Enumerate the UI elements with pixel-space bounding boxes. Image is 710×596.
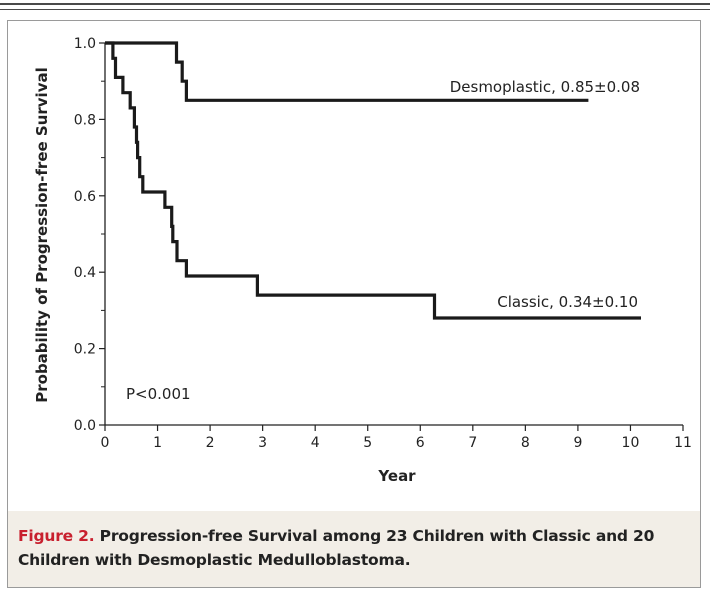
chart-axes — [99, 42, 684, 431]
y-tick-label: 0.0 — [74, 418, 96, 434]
x-tick-label: 5 — [363, 435, 372, 451]
series-label-desmoplastic: Desmoplastic, 0.85±0.08 — [450, 78, 640, 96]
x-tick-label: 8 — [521, 435, 530, 451]
x-tick-label: 1 — [153, 435, 162, 451]
top-rule-thick — [0, 3, 710, 5]
x-tick-label: 6 — [416, 435, 425, 451]
caption-box — [7, 511, 701, 588]
caption-figure-label: Figure 2. — [18, 527, 95, 545]
y-tick-label: 1.0 — [74, 36, 96, 52]
series-line-classic — [105, 41, 641, 320]
series-label-classic: Classic, 0.34±0.10 — [497, 293, 638, 311]
y-tick-label: 0.2 — [74, 342, 96, 358]
series-line-desmoplastic — [105, 41, 589, 102]
y-tick-label: 0.8 — [74, 112, 96, 128]
x-tick-label: 10 — [622, 435, 640, 451]
p-value-annotation: P<0.001 — [126, 385, 191, 403]
x-tick-label: 7 — [468, 435, 477, 451]
chart-series — [105, 41, 641, 320]
chart-labels: 0 1 2 3 4 5 6 7 8 9 10 11 0.0 0.2 0.4 0.6 0.8 1.0 Desmopla… — [33, 36, 692, 485]
x-axis-title: Year — [377, 467, 416, 485]
figure-frame — [7, 20, 701, 588]
y-tick-label: 0.6 — [74, 189, 96, 205]
y-tick-label: 0.4 — [74, 265, 96, 281]
caption-body: Progression-free Survival among 23 Child… — [18, 527, 655, 569]
figure-caption: Figure 2. Progression-free Survival amon… — [18, 524, 678, 572]
y-axis-title: Probability of Progression-free Survival — [33, 67, 51, 403]
x-tick-label: 2 — [206, 435, 215, 451]
x-tick-label: 0 — [101, 435, 110, 451]
x-tick-label: 4 — [311, 435, 320, 451]
x-tick-label: 3 — [258, 435, 267, 451]
x-tick-label: 11 — [674, 435, 692, 451]
x-tick-label: 9 — [573, 435, 582, 451]
top-rule-thin — [0, 9, 710, 10]
